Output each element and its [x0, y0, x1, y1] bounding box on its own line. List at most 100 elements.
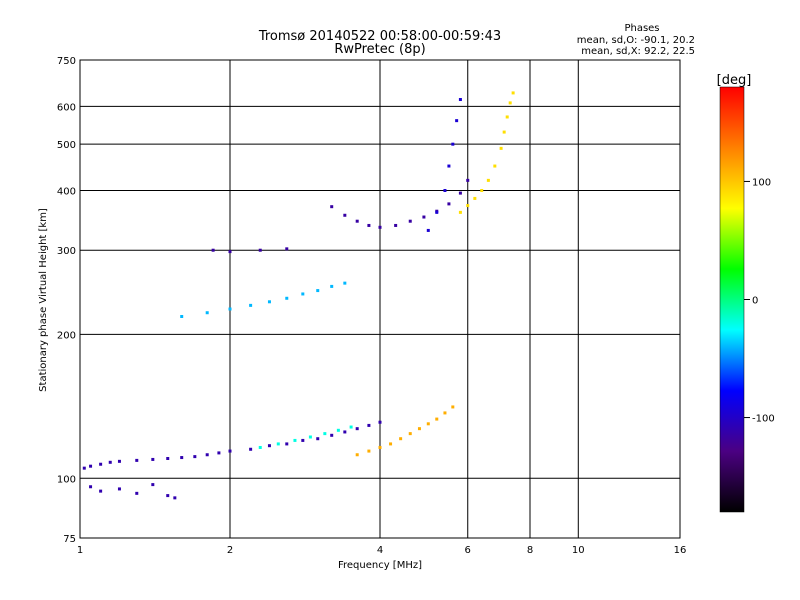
data-point: [355, 453, 359, 457]
x-tick-label: 1: [77, 545, 83, 556]
data-point: [422, 215, 426, 219]
data-point: [285, 442, 289, 446]
data-point: [443, 188, 447, 192]
data-point: [378, 420, 382, 424]
data-point: [499, 146, 503, 150]
y-tick-label: 100: [57, 474, 76, 485]
data-point: [293, 438, 297, 442]
x-tick-label: 10: [572, 545, 585, 556]
y-axis-ticks: 75 100 200 300 400 500 600 750: [57, 56, 76, 545]
colorbar: [719, 86, 745, 513]
data-point: [511, 91, 515, 95]
x-tick-label: 16: [674, 545, 687, 556]
data-point: [458, 191, 462, 195]
data-point: [486, 178, 490, 182]
data-point: [330, 205, 334, 209]
data-point: [301, 292, 305, 296]
y-tick-label: 600: [57, 102, 76, 113]
data-point: [117, 487, 121, 491]
data-point: [316, 437, 320, 441]
data-point: [447, 202, 451, 206]
data-point: [89, 485, 93, 489]
data-point: [349, 425, 353, 429]
data-point: [276, 442, 280, 446]
data-point: [173, 496, 177, 500]
grid-lines: [80, 60, 680, 538]
data-point: [285, 296, 289, 300]
data-point: [435, 210, 439, 214]
data-point: [151, 457, 155, 461]
data-point: [193, 455, 197, 459]
data-point: [367, 423, 371, 427]
data-point: [249, 303, 253, 307]
phases-mean-x: mean, sd,X: 92.2, 22.5: [581, 46, 695, 57]
data-point: [205, 453, 209, 457]
y-tick-label: 500: [57, 140, 76, 151]
data-point: [99, 462, 103, 466]
colorbar-ticks: 100 0 -100: [744, 177, 775, 425]
data-points: [82, 91, 515, 500]
data-point: [228, 307, 232, 311]
data-point: [408, 219, 412, 223]
data-point: [451, 142, 455, 146]
data-point: [389, 442, 393, 446]
data-point: [367, 223, 371, 227]
x-axis-label: Frequency [MHz]: [338, 560, 422, 571]
colorbar-tick-label: 100: [752, 177, 771, 188]
data-point: [180, 314, 184, 318]
y-tick-label: 75: [63, 534, 76, 545]
data-point: [451, 405, 455, 409]
data-point: [117, 459, 121, 463]
data-point: [447, 164, 451, 168]
phases-title: Phases: [624, 23, 659, 34]
data-point: [367, 449, 371, 453]
data-point: [343, 430, 347, 434]
data-point: [394, 223, 398, 227]
data-point: [323, 432, 327, 436]
data-point: [426, 228, 430, 232]
data-point: [435, 417, 439, 421]
data-point: [466, 178, 470, 182]
x-tick-label: 4: [377, 545, 383, 556]
data-point: [166, 456, 170, 460]
data-point: [502, 130, 506, 134]
colorbar-tick-label: 0: [752, 296, 758, 307]
data-point: [505, 115, 509, 119]
data-point: [267, 444, 271, 448]
data-point: [480, 188, 484, 192]
data-point: [466, 204, 470, 208]
y-tick-label: 200: [57, 330, 76, 341]
data-point: [493, 164, 497, 168]
data-point: [378, 445, 382, 449]
data-point: [205, 311, 209, 315]
data-point: [217, 451, 221, 455]
x-axis-ticks: 1 2 4 6 8 10 16: [77, 545, 687, 556]
data-point: [343, 281, 347, 285]
y-tick-label: 750: [57, 56, 76, 67]
data-point: [135, 458, 139, 462]
data-point: [355, 219, 359, 223]
data-point: [399, 437, 403, 441]
data-point: [455, 119, 459, 123]
colorbar-label: [deg]: [717, 73, 752, 88]
data-point: [316, 289, 320, 293]
data-point: [308, 435, 312, 439]
chart-title: Tromsø 20140522 00:58:00-00:59:43: [258, 29, 501, 44]
data-point: [330, 433, 334, 437]
data-point: [443, 411, 447, 415]
data-point: [285, 247, 289, 251]
data-point: [228, 250, 232, 254]
data-point: [108, 460, 112, 464]
data-point: [151, 483, 155, 487]
colorbar-tick-label: -100: [752, 414, 775, 425]
data-point: [267, 300, 271, 304]
data-point: [426, 422, 430, 426]
data-point: [135, 491, 139, 495]
data-point: [258, 445, 262, 449]
phases-mean-o: mean, sd,O: -90.1, 20.2: [577, 35, 695, 46]
data-point: [458, 98, 462, 102]
data-point: [166, 494, 170, 498]
data-point: [355, 427, 359, 431]
data-point: [180, 456, 184, 460]
